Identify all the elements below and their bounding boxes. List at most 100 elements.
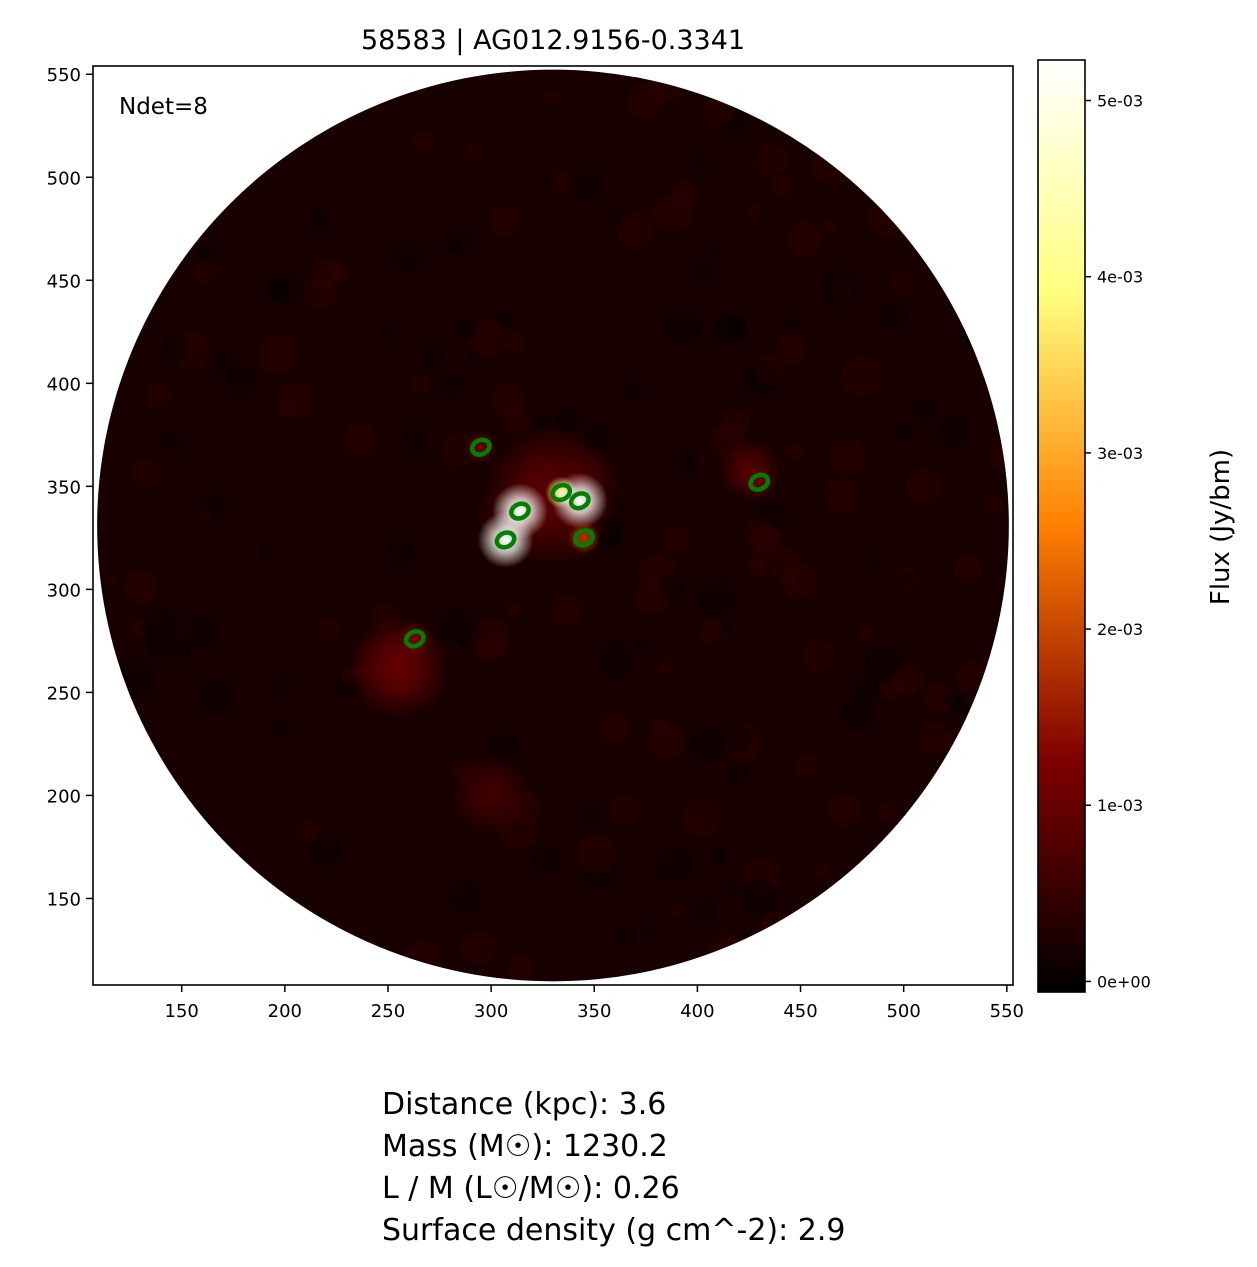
noise-patch bbox=[987, 439, 1009, 471]
colorbar-tick-label: 2e-03 bbox=[1097, 620, 1143, 639]
noise-patch bbox=[443, 226, 472, 255]
noise-patch bbox=[878, 300, 910, 332]
noise-patch bbox=[296, 820, 320, 845]
colorbar-label: Flux (Jy/bm) bbox=[1206, 449, 1236, 605]
noise-patch bbox=[110, 210, 144, 244]
noise-patch bbox=[136, 746, 159, 769]
noise-patch bbox=[959, 314, 999, 355]
noise-patch bbox=[159, 432, 177, 449]
detection-ellipse bbox=[494, 530, 517, 550]
noise-patch bbox=[694, 261, 715, 282]
noise-patch bbox=[819, 269, 857, 307]
noise-patch bbox=[682, 799, 720, 837]
x-tick-label: 150 bbox=[165, 1001, 199, 1022]
x-tick-label: 500 bbox=[886, 1001, 920, 1022]
noise-patch bbox=[178, 825, 198, 846]
y-tick-label: 500 bbox=[47, 168, 81, 189]
noise-patch bbox=[496, 312, 513, 330]
noise-patch bbox=[653, 193, 692, 232]
noise-patch bbox=[944, 727, 973, 756]
noise-patch bbox=[151, 69, 182, 86]
noise-patch bbox=[711, 313, 744, 346]
noise-patch bbox=[199, 509, 212, 522]
noise-patch bbox=[201, 492, 228, 520]
noise-patch bbox=[647, 722, 685, 760]
noise-patch bbox=[439, 609, 475, 645]
noise-patch bbox=[717, 103, 750, 135]
noise-patch bbox=[663, 306, 703, 345]
noise-patch bbox=[311, 258, 341, 288]
lm-text: L / M (L☉/M☉): 0.26 bbox=[382, 1171, 680, 1206]
noise-patch bbox=[385, 539, 415, 569]
noise-patch bbox=[318, 618, 341, 640]
noise-patch bbox=[983, 494, 1004, 515]
colorbar-tick-label: 1e-03 bbox=[1097, 796, 1143, 815]
noise-patch bbox=[472, 619, 510, 657]
noise-patch bbox=[827, 794, 862, 828]
noise-patch bbox=[958, 127, 976, 145]
noise-patch bbox=[141, 607, 179, 645]
noise-patch bbox=[721, 621, 735, 634]
noise-patch bbox=[103, 263, 129, 289]
noise-patch bbox=[890, 272, 913, 296]
noise-patch bbox=[225, 105, 251, 131]
noise-patch bbox=[502, 408, 530, 436]
noise-patch bbox=[825, 949, 842, 967]
noise-patch bbox=[97, 178, 110, 202]
noise-patch bbox=[637, 553, 677, 592]
noise-patch bbox=[304, 277, 337, 310]
noise-patch bbox=[97, 725, 110, 750]
noise-patch bbox=[541, 173, 555, 188]
noise-patch bbox=[896, 571, 913, 588]
noise-patch bbox=[828, 885, 867, 924]
detection-ellipse bbox=[573, 528, 595, 548]
noise-patch bbox=[634, 580, 668, 614]
x-tick-label: 300 bbox=[474, 1001, 508, 1022]
x-tick-label: 400 bbox=[680, 1001, 714, 1022]
noise-patch bbox=[627, 82, 665, 120]
noise-patch bbox=[446, 241, 460, 255]
noise-patch bbox=[123, 570, 158, 605]
noise-patch bbox=[785, 442, 804, 462]
noise-patch bbox=[917, 886, 940, 910]
noise-patch bbox=[506, 332, 526, 352]
noise-patch bbox=[160, 334, 190, 364]
colorbar-tick-label: 3e-03 bbox=[1097, 444, 1143, 463]
noise-patch bbox=[556, 406, 583, 433]
noise-patch bbox=[468, 350, 481, 363]
noise-patch bbox=[489, 733, 520, 764]
noise-patch bbox=[658, 660, 672, 674]
flux-map bbox=[97, 69, 1009, 982]
noise-patch bbox=[905, 808, 928, 830]
noise-patch bbox=[422, 345, 446, 369]
noise-patch bbox=[308, 209, 331, 232]
detection-ellipse bbox=[568, 491, 591, 511]
x-tick-label: 350 bbox=[577, 1001, 611, 1022]
noise-patch bbox=[265, 84, 291, 110]
noise-patch bbox=[769, 548, 802, 581]
noise-patch bbox=[659, 574, 684, 600]
noise-patch bbox=[959, 784, 990, 816]
detections bbox=[403, 437, 771, 649]
noise-patch bbox=[579, 804, 604, 829]
noise-patch bbox=[536, 414, 553, 431]
noise-patch bbox=[954, 75, 989, 110]
y-axis: 150 200 250 300 350 400 450 500 550 bbox=[47, 65, 93, 910]
noise-patch bbox=[930, 798, 946, 814]
noise-patch bbox=[197, 678, 235, 716]
noise-patch bbox=[621, 378, 643, 400]
noise-patch bbox=[197, 890, 229, 922]
noise-patch bbox=[673, 449, 701, 477]
diffuse-emission bbox=[348, 617, 449, 718]
noise-patch bbox=[867, 200, 903, 237]
detection-ellipse bbox=[403, 629, 426, 649]
noise-patch bbox=[761, 911, 790, 940]
noise-patch bbox=[757, 144, 789, 176]
noise-patch bbox=[195, 242, 221, 267]
noise-patch bbox=[873, 93, 907, 127]
noise-patch bbox=[892, 664, 925, 696]
y-tick-label: 300 bbox=[47, 580, 81, 601]
noise-patch bbox=[168, 636, 193, 660]
noise-patch bbox=[877, 674, 904, 701]
